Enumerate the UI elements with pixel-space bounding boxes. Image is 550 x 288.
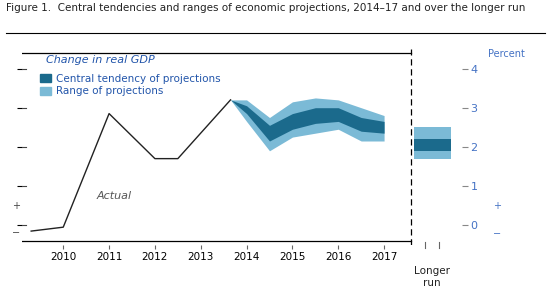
Text: +: + xyxy=(12,201,20,211)
Text: Figure 1.  Central tendencies and ranges of economic projections, 2014–17 and ov: Figure 1. Central tendencies and ranges … xyxy=(6,3,525,13)
Text: Actual: Actual xyxy=(96,191,131,201)
Text: +: + xyxy=(493,201,501,211)
Text: Percent: Percent xyxy=(488,49,525,59)
Text: −: − xyxy=(12,228,20,238)
Legend: Central tendency of projections, Range of projections: Central tendency of projections, Range o… xyxy=(40,74,221,96)
Text: Change in real GDP: Change in real GDP xyxy=(46,55,155,65)
Text: Longer
run: Longer run xyxy=(414,266,450,288)
Text: −: − xyxy=(493,229,501,239)
